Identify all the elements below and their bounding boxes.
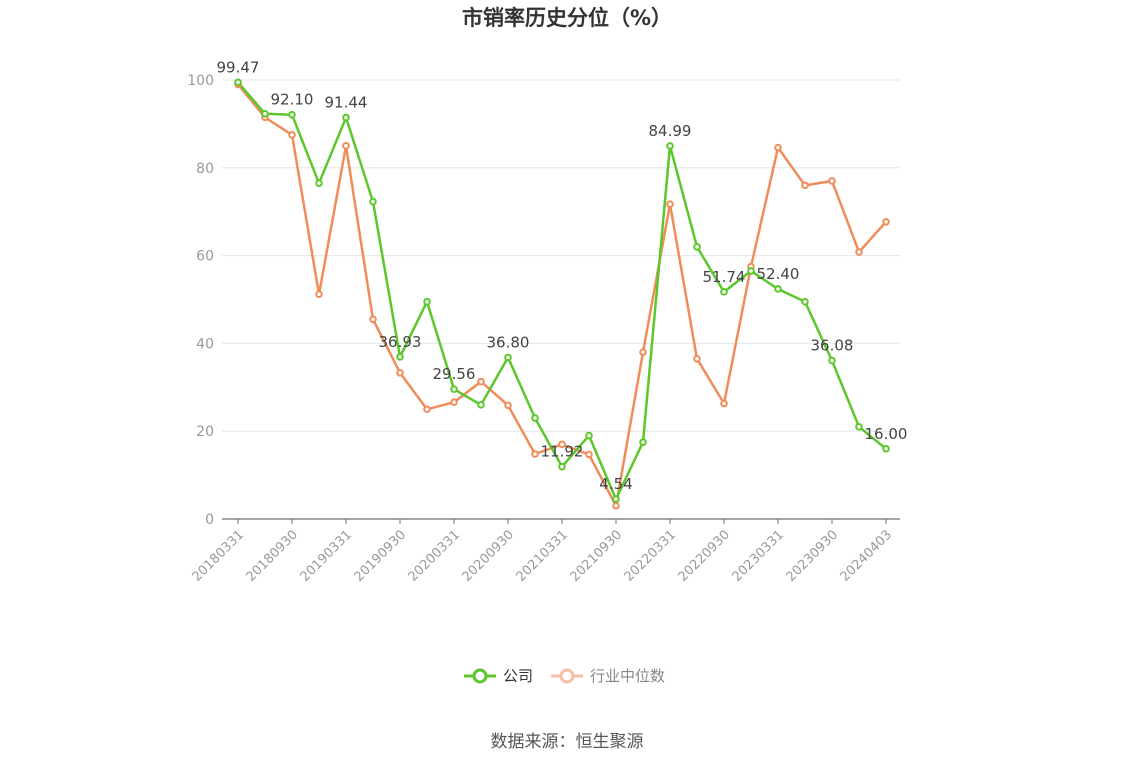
y-tick-label: 40 <box>196 336 214 352</box>
data-point-1 <box>693 354 701 363</box>
data-label: 52.40 <box>757 265 800 283</box>
series-points <box>234 78 890 510</box>
y-tick-label: 100 <box>187 73 214 89</box>
data-point-0 <box>639 438 647 446</box>
data-label: 36.93 <box>379 333 422 351</box>
data-point-0 <box>882 444 890 453</box>
data-point-0 <box>558 462 566 471</box>
data-point-0 <box>423 297 431 306</box>
y-tick-label: 0 <box>205 512 214 528</box>
data-label: 92.10 <box>271 91 314 109</box>
data-point-1 <box>396 369 404 377</box>
data-point-1 <box>288 131 296 139</box>
data-point-0 <box>801 297 809 306</box>
x-tick-label: 20200331 <box>406 527 463 584</box>
y-axis: 0 20 40 60 80 100 <box>187 73 214 528</box>
data-point-1 <box>612 502 620 510</box>
data-label: 84.99 <box>649 122 692 140</box>
grid <box>222 79 900 432</box>
data-point-1 <box>315 290 323 299</box>
legend[interactable]: 公司 行业中位数 <box>464 667 665 685</box>
y-tick-label: 20 <box>196 424 214 440</box>
x-tick-label: 20200930 <box>460 527 517 584</box>
data-point-0 <box>666 142 674 150</box>
x-tick-label: 20190331 <box>298 527 355 584</box>
legend-swatch-company-marker <box>472 668 488 684</box>
data-point-1 <box>450 398 458 407</box>
data-point-1 <box>504 401 512 410</box>
data-label: 29.56 <box>433 365 476 383</box>
data-label: 99.47 <box>217 58 260 76</box>
data-point-0 <box>504 353 512 362</box>
data-point-1 <box>801 181 809 190</box>
x-tick-label: 20230331 <box>730 527 787 584</box>
data-point-0 <box>450 385 458 394</box>
data-point-0 <box>855 423 863 431</box>
x-axis: 2018033120180930201903312019093020200331… <box>190 518 900 585</box>
data-point-0 <box>828 356 836 365</box>
data-point-1 <box>342 142 350 150</box>
data-point-0 <box>585 431 593 440</box>
x-tick-label: 20210331 <box>514 527 571 584</box>
x-tick-label: 20220930 <box>676 527 733 584</box>
data-labels: 99.47 92.10 91.44 36.93 29.56 36.80 11.92 4.54 8… <box>217 58 908 493</box>
legend-item-industry-median[interactable]: 行业中位数 <box>551 667 665 685</box>
data-point-0 <box>342 113 350 122</box>
y-tick-label: 60 <box>196 249 214 265</box>
source-note: 数据来源：恒生聚源 <box>491 732 644 752</box>
data-label: 51.74 <box>703 268 746 286</box>
data-point-1 <box>531 450 539 458</box>
x-tick-label: 20230930 <box>784 527 841 584</box>
data-point-1 <box>774 143 782 152</box>
data-point-0 <box>369 197 377 206</box>
x-tick-label: 20180930 <box>244 527 301 584</box>
data-point-0 <box>477 401 485 409</box>
data-point-1 <box>720 399 728 408</box>
data-label: 4.54 <box>599 475 632 493</box>
data-point-1 <box>423 405 431 414</box>
data-point-0 <box>531 414 539 422</box>
data-point-0 <box>396 353 404 361</box>
series-line-0 <box>237 81 887 501</box>
data-point-0 <box>720 288 728 296</box>
data-point-0 <box>612 495 620 503</box>
x-tick-label: 20210930 <box>568 527 625 584</box>
chart-title: 市销率历史分位（%） <box>462 6 672 30</box>
data-label: 11.92 <box>541 443 584 461</box>
y-tick-label: 80 <box>196 161 214 177</box>
data-point-1 <box>666 200 674 209</box>
data-point-0 <box>774 285 782 293</box>
data-point-0 <box>288 110 296 119</box>
data-point-1 <box>585 450 593 459</box>
data-point-1 <box>369 315 377 324</box>
x-tick-label: 20240403 <box>838 527 895 584</box>
legend-label-industry-median: 行业中位数 <box>590 667 665 685</box>
data-point-0 <box>693 243 701 251</box>
data-label: 91.44 <box>325 94 368 112</box>
legend-item-company[interactable]: 公司 <box>464 667 533 685</box>
data-label: 36.80 <box>487 333 530 351</box>
x-tick-label: 20180331 <box>190 527 247 584</box>
x-tick-label: 20190930 <box>352 527 409 584</box>
data-point-1 <box>639 348 647 356</box>
data-point-1 <box>558 440 566 449</box>
data-label: 16.00 <box>865 425 908 443</box>
data-point-0 <box>315 179 323 187</box>
x-tick-label: 20220331 <box>622 527 679 584</box>
data-point-1 <box>882 217 890 226</box>
legend-label-company: 公司 <box>503 667 533 685</box>
data-point-0 <box>747 267 755 275</box>
data-point-1 <box>477 377 485 386</box>
data-point-1 <box>855 248 863 256</box>
data-label: 36.08 <box>811 337 854 355</box>
data-point-1 <box>828 177 836 185</box>
legend-swatch-industry-marker <box>559 668 575 684</box>
data-point-0 <box>261 110 269 118</box>
data-point-0 <box>234 78 242 87</box>
